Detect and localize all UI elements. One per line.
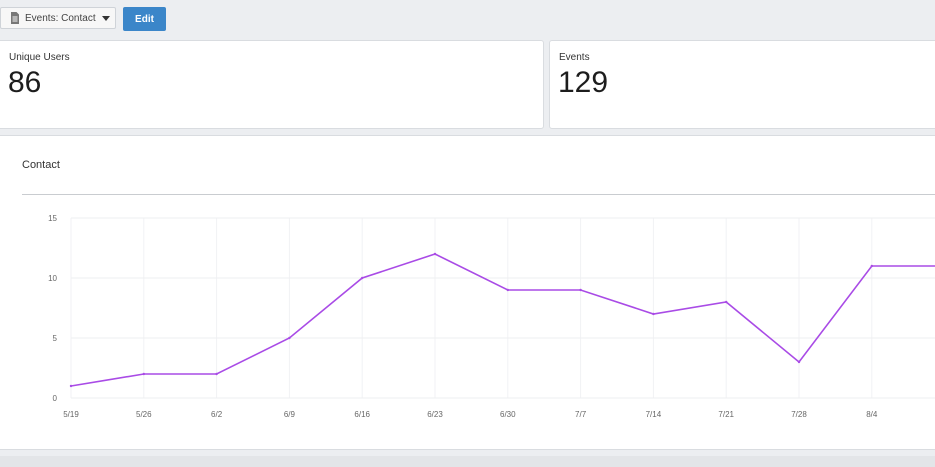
data-point	[652, 312, 655, 316]
events-value: 129	[558, 66, 609, 99]
y-tick-label: 5	[53, 334, 58, 343]
unique-users-label: Unique Users	[9, 52, 70, 63]
bottom-bar	[0, 456, 935, 467]
data-point	[215, 372, 218, 376]
data-point	[361, 276, 364, 280]
events-label: Events	[559, 52, 590, 63]
x-tick-label: 5/19	[63, 410, 79, 419]
x-tick-label: 7/14	[646, 410, 662, 419]
data-point	[725, 300, 728, 304]
y-tick-label: 10	[48, 274, 57, 283]
chart-divider	[22, 194, 935, 195]
data-point	[288, 336, 291, 340]
x-tick-label: 6/16	[354, 410, 370, 419]
events-dropdown[interactable]: Events: Contact	[0, 7, 116, 29]
events-dropdown-label: Events: Contact	[25, 12, 96, 24]
x-tick-label: 5/26	[136, 410, 152, 419]
chart-card: Contact 0 5 10 15 5/19 5/26 6/2 6/9 6/16 6/23 6/30…	[0, 135, 935, 450]
data-point	[579, 288, 582, 292]
x-tick-label: 6/30	[500, 410, 516, 419]
data-point	[69, 384, 73, 388]
y-tick-label: 0	[53, 394, 58, 403]
data-point	[797, 360, 801, 364]
edit-button[interactable]: Edit	[123, 7, 166, 31]
caret-down-icon	[101, 15, 110, 21]
data-point	[870, 264, 873, 268]
x-tick-label: 7/28	[791, 410, 807, 419]
x-tick-label: 7/21	[718, 410, 734, 419]
x-tick-label: 6/23	[427, 410, 443, 419]
events-card: Events 129	[549, 40, 935, 129]
x-tick-label: 6/9	[284, 410, 296, 419]
y-tick-label: 15	[48, 214, 57, 223]
data-point	[433, 252, 437, 256]
unique-users-value: 86	[8, 66, 42, 99]
x-tick-label: 8/4	[866, 410, 878, 419]
chart-title: Contact	[22, 159, 60, 171]
document-icon	[10, 12, 20, 24]
x-tick-label: 6/2	[211, 410, 223, 419]
data-point	[142, 372, 145, 376]
x-tick-label: 7/7	[575, 410, 587, 419]
line-chart: 0 5 10 15 5/19 5/26 6/2 6/9 6/16 6/23 6/30 7/7 7/14 7…	[48, 214, 935, 419]
data-point	[506, 288, 509, 292]
unique-users-card: Unique Users 86	[0, 40, 544, 129]
series-line	[70, 253, 935, 387]
